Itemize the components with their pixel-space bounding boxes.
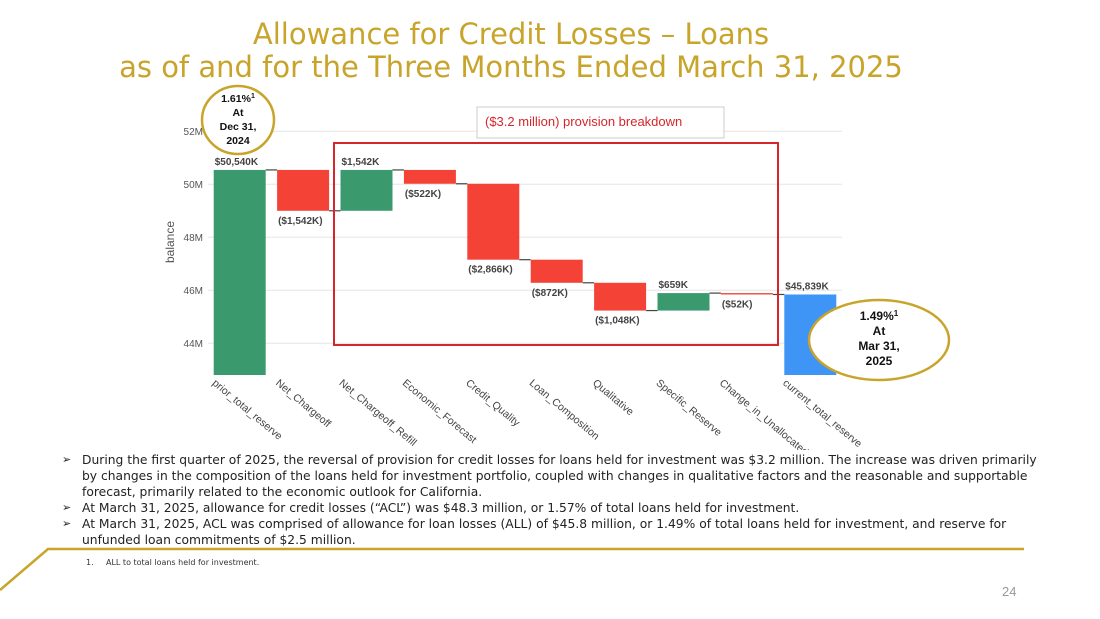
callout-start-line3: Dec 31, <box>220 121 257 133</box>
data-label: ($522K) <box>405 189 441 200</box>
y-tick-label: 44M <box>184 339 203 350</box>
data-label: $45,839K <box>785 281 829 292</box>
bar <box>340 169 393 211</box>
label-layer: $50,540K ($1,542K) $1,542K ($522K) ($2,866K)… <box>215 157 830 327</box>
callout-start-line4: 2024 <box>226 135 250 147</box>
data-label: ($1,542K) <box>278 216 322 227</box>
footnote-number: 1. <box>86 558 94 567</box>
svg-text:1.61%1: 1.61%1 <box>221 93 255 105</box>
x-tick-label: Loan_Composition <box>527 377 602 443</box>
bar-layer <box>213 169 837 375</box>
bar <box>657 293 710 311</box>
callout-dec-2024: 1.61%1 At Dec 31, 2024 <box>200 84 276 156</box>
callout-end-line4: 2025 <box>866 354 893 368</box>
data-label: ($872K) <box>532 288 568 299</box>
data-label: $1,542K <box>342 157 381 168</box>
bullet-list: During the first quarter of 2025, the re… <box>62 452 1052 548</box>
y-tick-label: 46M <box>184 286 203 297</box>
x-tick-label: Qualitative <box>590 377 636 418</box>
callout-end-line2: At <box>873 324 886 338</box>
bullet-item: At March 31, 2025, allowance for credit … <box>62 500 1052 516</box>
bar <box>403 169 456 184</box>
y-tick-layer: 44M 46M 48M 50M 52M <box>184 127 203 350</box>
bullet-item: During the first quarter of 2025, the re… <box>62 452 1052 500</box>
bar <box>213 169 266 375</box>
callout-start-pct: 1.61% <box>221 93 251 105</box>
y-tick-label: 48M <box>184 233 203 244</box>
callout-start-sup: 1 <box>251 93 255 100</box>
svg-text:1.49%1: 1.49%1 <box>860 309 899 323</box>
data-label: ($52K) <box>722 299 753 310</box>
title-line-2: as of and for the Three Months Ended Mar… <box>119 50 903 84</box>
callout-start-line2: At <box>232 107 244 119</box>
footnote: 1. ALL to total loans held for investment… <box>86 558 259 567</box>
data-label: ($2,866K) <box>468 265 512 276</box>
grid-layer <box>208 130 842 344</box>
bar <box>594 282 647 311</box>
bar <box>530 259 583 283</box>
x-tick-label: Specific_Reserve <box>654 377 724 439</box>
y-tick-label: 50M <box>184 180 203 191</box>
provision-label: ($3.2 million) provision breakdown <box>485 114 682 129</box>
callout-mar-2025: 1.49%1 At Mar 31, 2025 <box>807 298 951 382</box>
provision-label-box <box>476 106 725 139</box>
provision-highlight-box <box>333 142 779 346</box>
title-line-1: Allowance for Credit Losses – Loans <box>252 17 770 51</box>
x-tick-label: Net_Chargeoff <box>273 377 333 430</box>
y-tick-label: 52M <box>184 127 203 138</box>
bar <box>467 183 520 260</box>
bar <box>720 293 773 295</box>
callout-end-line3: Mar 31, <box>858 339 899 353</box>
x-tick-label: Credit_Quality <box>463 377 522 429</box>
footnote-text: ALL to total loans held for investment. <box>106 558 260 567</box>
x-tick-label: prior_total_reserve <box>210 377 285 443</box>
bar <box>277 169 330 211</box>
bullet-item: At March 31, 2025, ACL was comprised of … <box>62 516 1052 548</box>
slide-title: Allowance for Credit Losses – Loans as o… <box>0 18 1022 84</box>
data-label: $50,540K <box>215 157 259 168</box>
data-label: ($1,048K) <box>595 316 639 327</box>
y-axis-label: balance <box>163 221 177 263</box>
callout-end-pct: 1.49% <box>860 309 894 323</box>
page-number: 24 <box>1002 584 1017 599</box>
data-label: $659K <box>659 280 689 291</box>
waterfall-chart: $50,540K ($1,542K) $1,542K ($522K) ($2,866K)… <box>163 84 951 450</box>
callout-end-sup: 1 <box>894 309 899 318</box>
